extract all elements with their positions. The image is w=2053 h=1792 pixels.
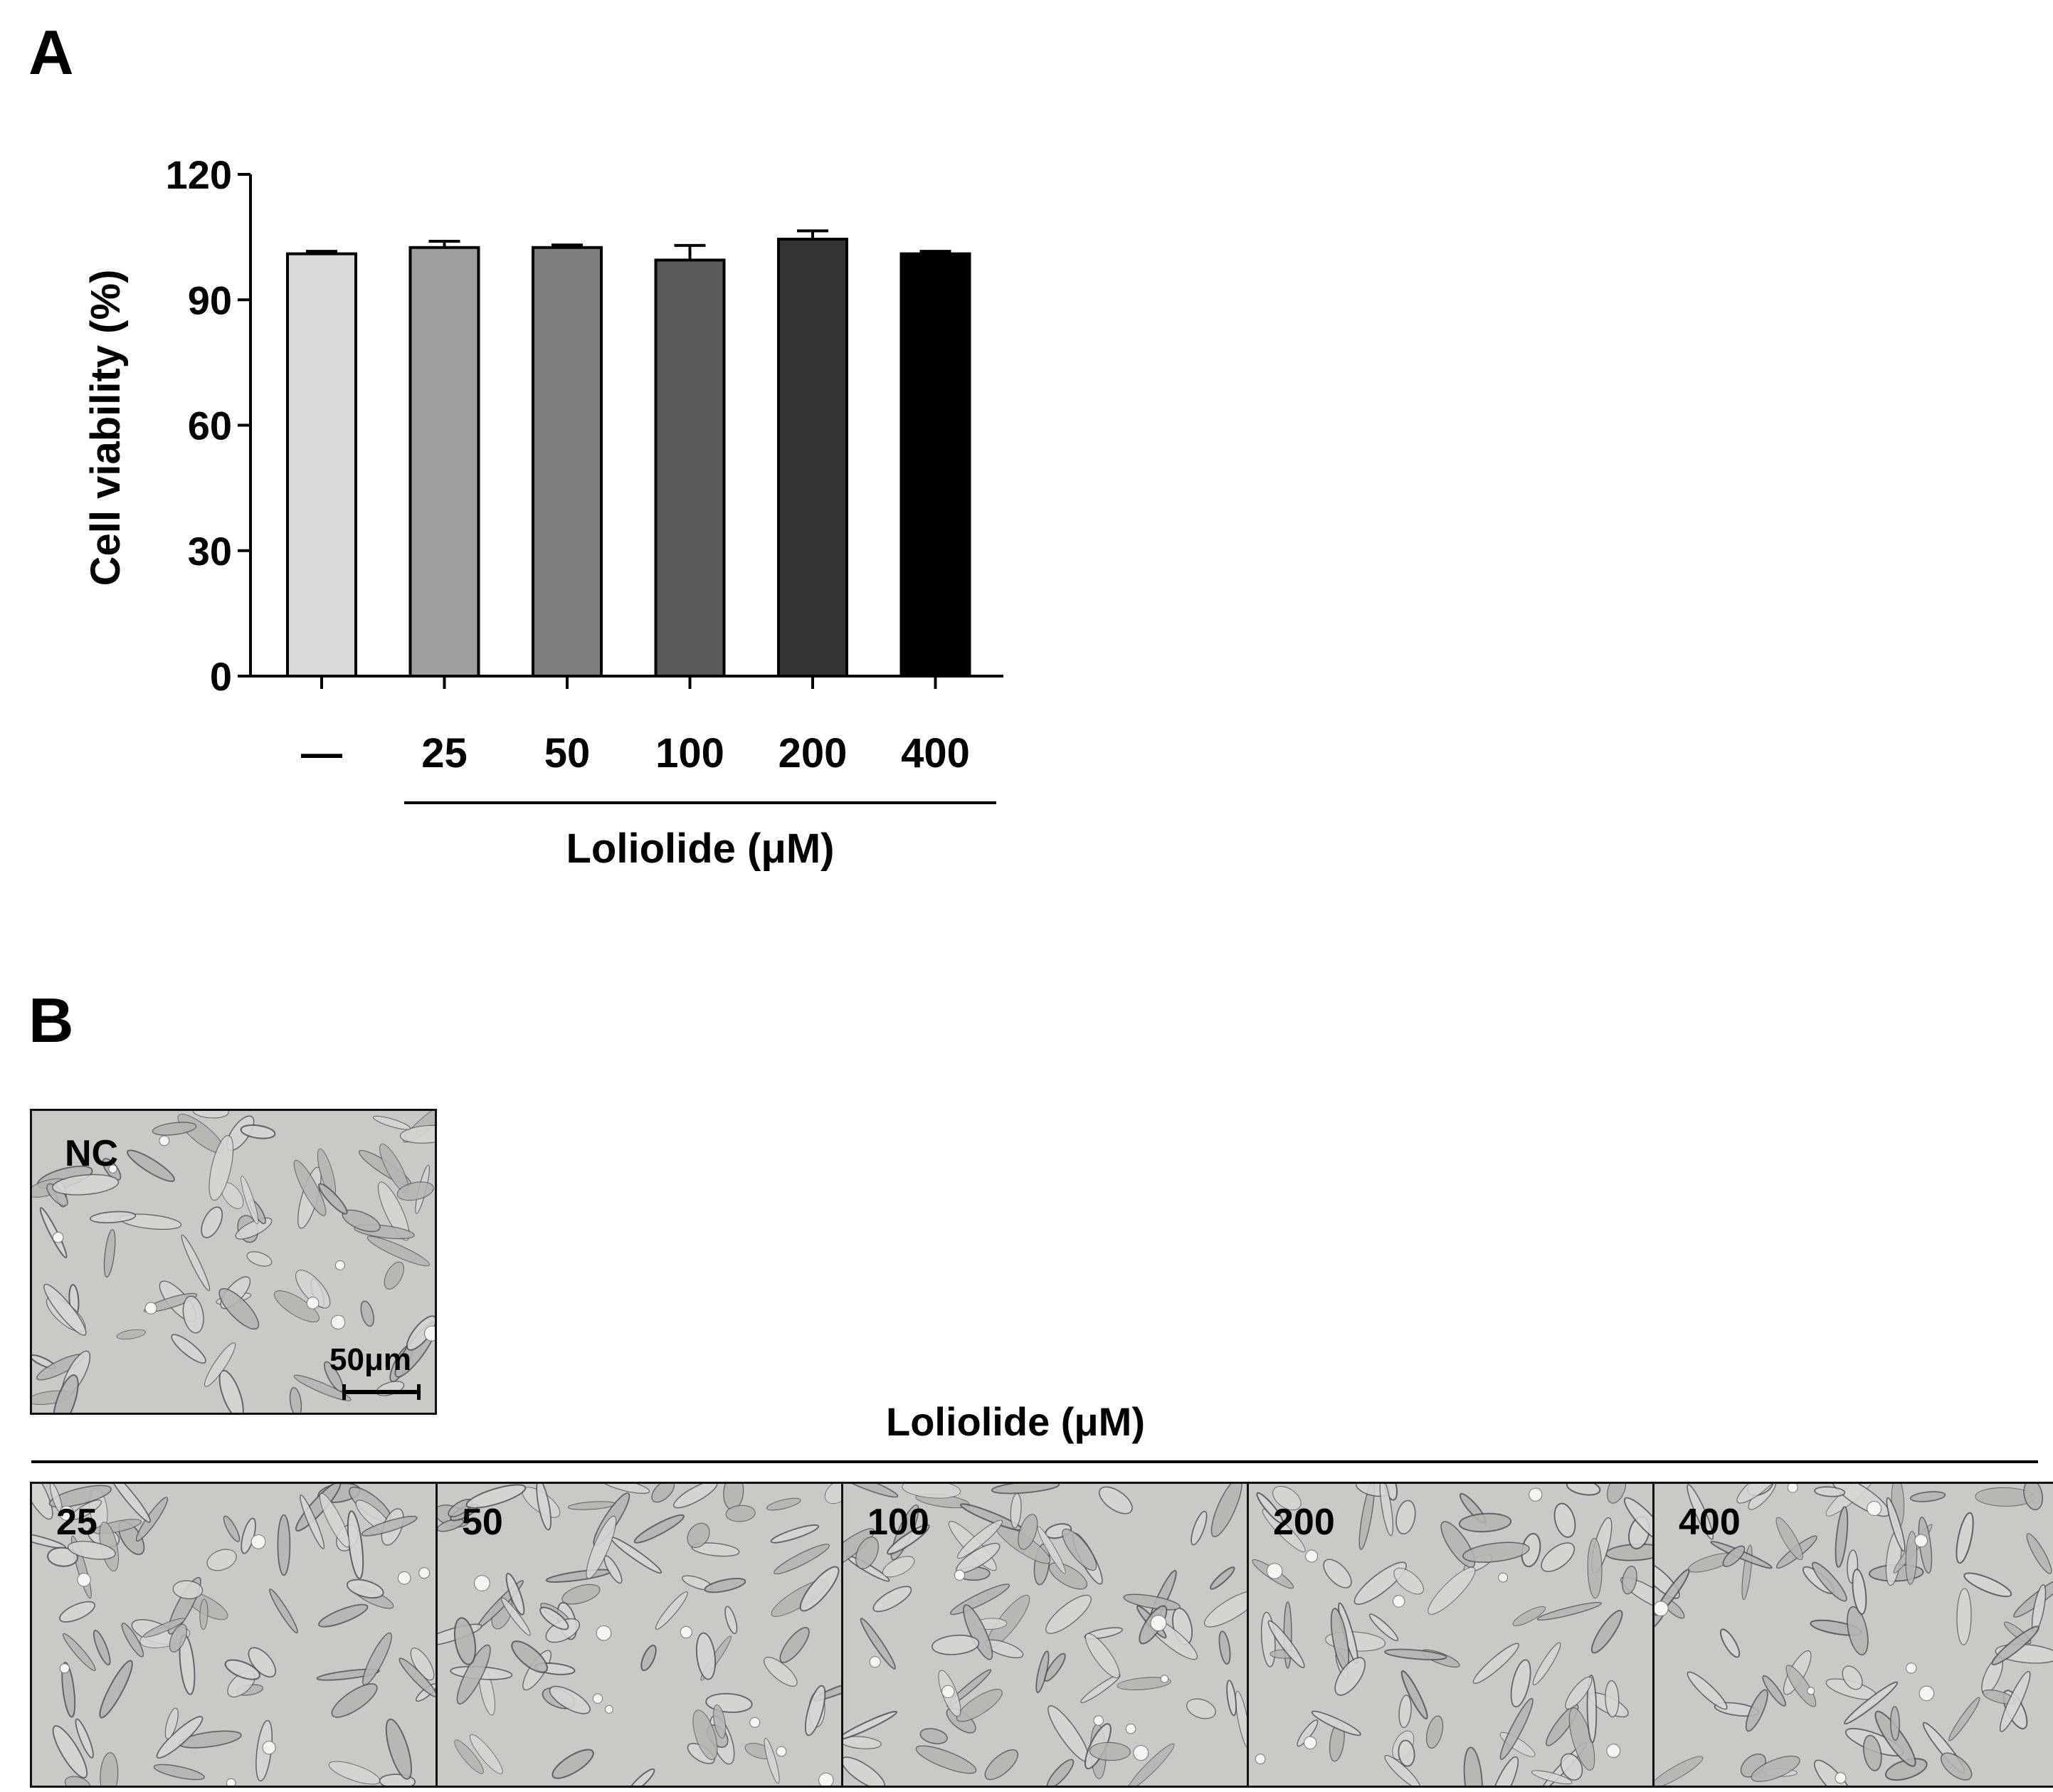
micrograph-label: 50 [462,1502,503,1543]
micrograph-200: 200 [1247,1482,1654,1788]
micrograph-label: 25 [56,1502,97,1543]
y-axis-label: Cell viability (%) [83,270,129,586]
bar-50 [532,246,603,678]
x-tick-label: 50 [544,730,591,776]
x-tick-label: 25 [421,730,468,776]
bar-100 [654,258,726,678]
y-tick-label: 60 [188,404,232,448]
scale-bar-label: 50μm [329,1342,411,1377]
cell-texture [843,1484,1247,1786]
micrograph-400: 400 [1652,1482,2053,1788]
micrograph-label: 100 [867,1502,929,1543]
x-axis-label: Loliolide (μM) [566,826,835,872]
cell-texture [32,1111,435,1413]
bar-chart: 0 30 60 90 120 — 25 50 100 200 400 Cell viability… [83,152,1003,872]
x-tick-label: 200 [779,730,848,776]
micrograph-25: 25 [30,1482,438,1788]
bar-400 [899,252,971,678]
scale-bar [342,1384,421,1400]
micrograph-100: 100 [841,1482,1249,1788]
x-tick-label: 400 [901,730,970,776]
panel-a-label: A [28,17,74,88]
bar-— [286,252,357,678]
x-tick-label: — [301,730,342,776]
micrograph-label: 200 [1273,1502,1335,1543]
bars [286,229,971,678]
micrograph-label: 400 [1679,1502,1741,1543]
micrograph-group-line [31,1460,2038,1463]
y-tick-label: 90 [188,278,232,322]
cell-texture [32,1484,436,1786]
x-tick-label: 100 [655,730,724,776]
cell-texture [1654,1484,2053,1786]
y-tick-label: 0 [210,654,232,699]
micrograph-nc-label: NC [65,1133,119,1174]
cell-texture [1249,1484,1652,1786]
y-axis: 0 30 60 90 120 [166,152,252,699]
panel-b-label: B [28,985,74,1055]
micrograph-nc: NC 50μm [30,1109,437,1415]
micrograph-50: 50 [436,1482,843,1788]
micrograph-group-title: Loliolide (μM) [886,1399,1145,1444]
y-tick-label: 30 [188,529,232,574]
bar-25 [408,246,480,678]
x-axis: — 25 50 100 200 400 [250,675,1003,776]
cell-texture [438,1484,841,1786]
bar-200 [777,238,848,678]
y-tick-label: 120 [166,152,232,197]
